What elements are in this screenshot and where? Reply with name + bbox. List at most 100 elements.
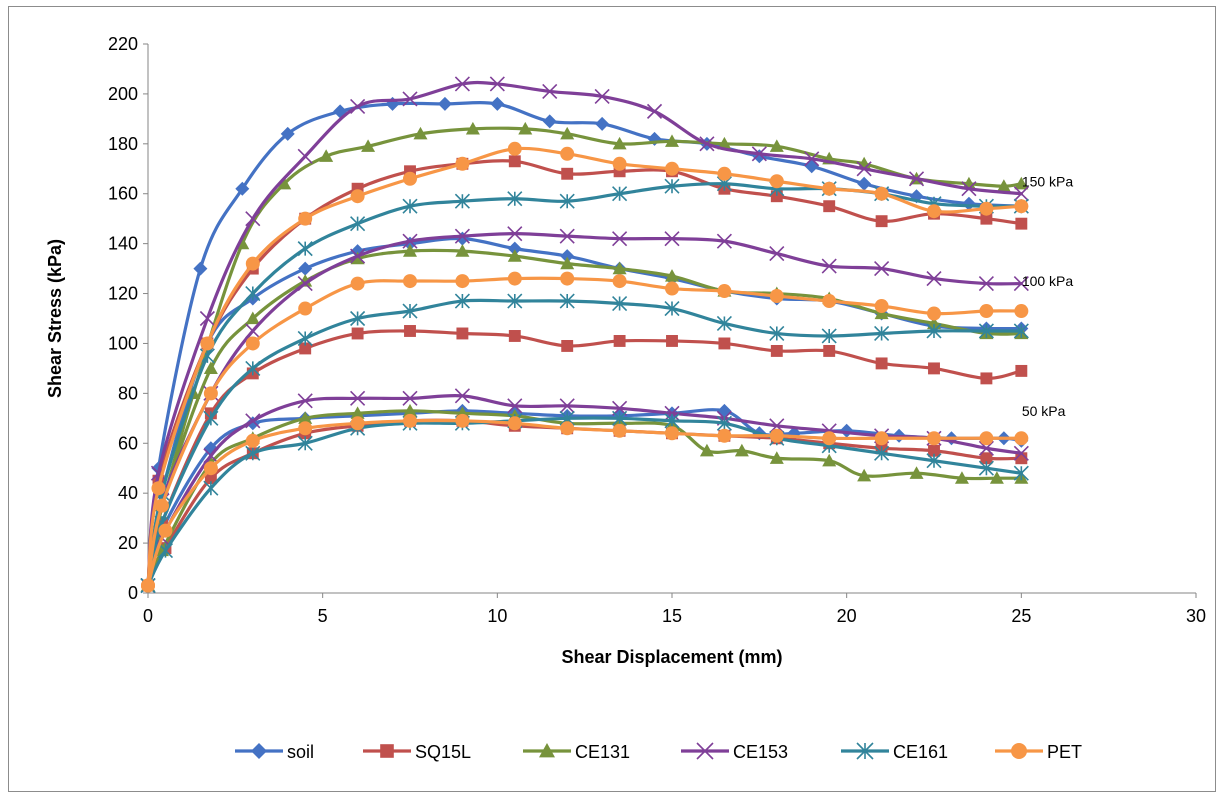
marker-square (928, 362, 940, 375)
series-markers (141, 271, 1029, 593)
marker-asterisk (350, 216, 366, 232)
marker-asterisk (245, 445, 261, 461)
marker-diamond (857, 176, 872, 191)
marker-square (508, 155, 521, 168)
marker-square (456, 327, 469, 340)
marker-square (770, 190, 783, 203)
series-line (146, 126, 1023, 588)
marker-circle (874, 186, 889, 201)
marker-x (542, 83, 558, 99)
marker-circle (403, 413, 417, 428)
marker-circle (979, 201, 994, 216)
marker-x (856, 161, 872, 177)
marker-triangle (350, 251, 365, 265)
marker-square (561, 340, 574, 352)
marker-diamond (560, 249, 575, 264)
marker-circle (717, 284, 732, 299)
series-markers (141, 403, 1029, 593)
marker-triangle (403, 403, 417, 417)
marker-circle (822, 181, 837, 196)
marker-square (980, 372, 993, 385)
marker-asterisk (1013, 465, 1029, 481)
marker-circle (298, 211, 313, 226)
marker-asterisk (856, 742, 874, 760)
marker-circle (403, 274, 417, 289)
annotation-label: 50 kPa (1022, 403, 1066, 419)
marker-square (404, 165, 416, 178)
marker-diamond (542, 114, 557, 129)
marker-asterisk (874, 325, 890, 342)
marker-square (718, 337, 731, 350)
marker-circle (822, 431, 837, 446)
marker-triangle (954, 471, 969, 484)
marker-x (454, 228, 470, 244)
marker-triangle (927, 316, 941, 330)
marker-asterisk (559, 293, 575, 309)
marker-x (612, 231, 628, 247)
marker-square (508, 330, 521, 342)
marker-triangle (665, 134, 679, 147)
marker-triangle (560, 256, 575, 270)
x-tick-label: 15 (662, 606, 682, 626)
marker-x (489, 76, 505, 92)
marker-x (751, 146, 767, 162)
marker-circle (560, 146, 575, 161)
marker-square (980, 212, 993, 225)
marker-circle (203, 461, 218, 476)
marker-circle (455, 413, 470, 428)
marker-square (613, 335, 626, 347)
marker-x (350, 248, 366, 264)
marker-x (402, 233, 418, 249)
marker-diamond (752, 149, 767, 164)
marker-square (875, 357, 888, 370)
legend-label: PET (1047, 742, 1082, 762)
series-line (146, 236, 1023, 588)
legend-item-ce153: CE153 (681, 742, 788, 762)
marker-square (666, 335, 678, 347)
marker-x (696, 742, 714, 760)
marker-x (297, 148, 313, 164)
marker-asterisk (612, 186, 628, 202)
marker-triangle (298, 274, 313, 287)
marker-circle (298, 421, 313, 436)
marker-asterisk (716, 415, 732, 431)
marker-triangle (717, 136, 732, 150)
marker-diamond (455, 231, 470, 246)
series-line (146, 146, 1023, 588)
marker-asterisk (926, 453, 942, 469)
legend-item-soil: soil (235, 742, 314, 762)
y-tick-label: 160 (108, 184, 138, 204)
y-tick-label: 80 (118, 383, 138, 403)
marker-asterisk (874, 445, 890, 461)
series-ce161 (140, 176, 1029, 594)
marker-asterisk (559, 193, 575, 209)
marker-asterisk (350, 310, 366, 327)
marker-asterisk (245, 360, 261, 376)
marker-asterisk (402, 303, 418, 319)
legend-label: CE153 (733, 742, 788, 762)
marker-triangle (699, 443, 714, 457)
marker-asterisk (978, 323, 994, 339)
marker-square (299, 342, 312, 355)
marker-asterisk (664, 413, 680, 429)
marker-x (402, 91, 418, 107)
marker-triangle (612, 261, 627, 275)
marker-diamond (280, 126, 295, 141)
legend-label: CE161 (893, 742, 948, 762)
plot-area (140, 76, 1029, 594)
marker-triangle (665, 269, 679, 282)
marker-asterisk (245, 285, 261, 302)
marker-x (874, 261, 890, 277)
marker-diamond (193, 261, 208, 276)
annotation-label: 100 kPa (1022, 273, 1074, 289)
series-markers (140, 176, 1029, 594)
marker-asterisk (612, 410, 628, 426)
marker-triangle (507, 249, 522, 262)
marker-circle (560, 271, 575, 286)
y-tick-label: 40 (118, 483, 138, 503)
marker-circle (245, 256, 260, 271)
series-markers (141, 413, 1029, 593)
marker-circle (350, 276, 365, 291)
marker-square (404, 325, 416, 337)
marker-x (245, 413, 261, 429)
